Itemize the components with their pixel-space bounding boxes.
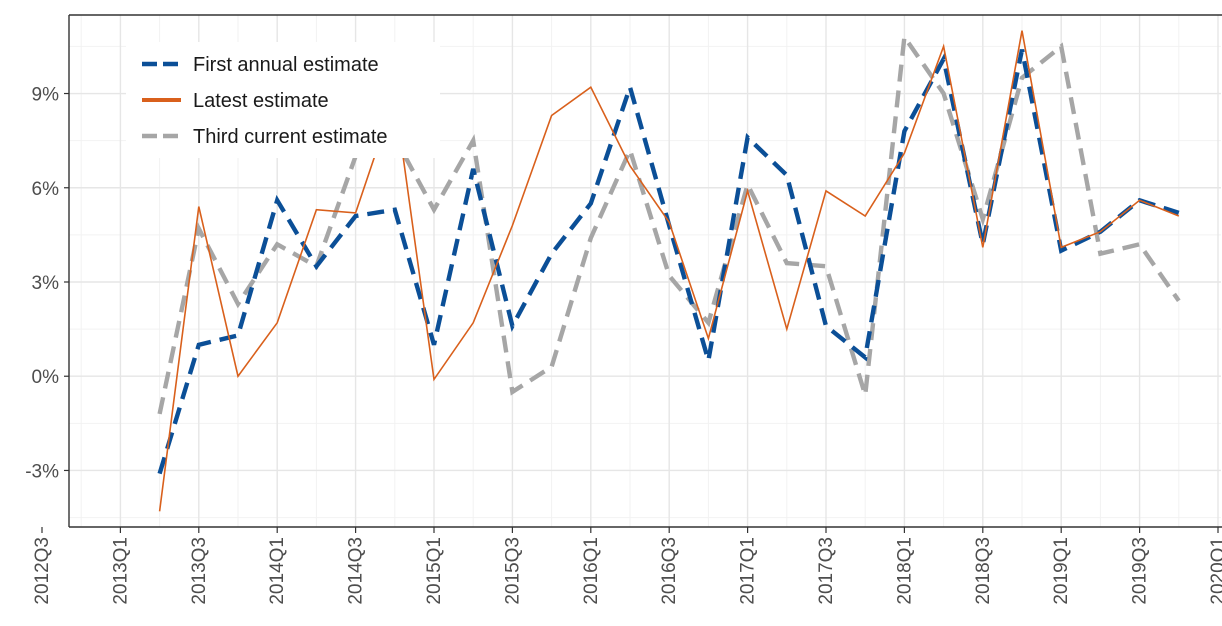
x-tick-label: 2015Q3 xyxy=(502,537,523,605)
x-tick-label: 2015Q1 xyxy=(424,537,445,605)
x-tick-label: 2019Q1 xyxy=(1051,537,1072,605)
x-tick-label: 2016Q3 xyxy=(659,537,680,605)
x-tick-label: 2020Q1 xyxy=(1208,537,1222,605)
series-lines xyxy=(157,30,1181,512)
y-axis: -3% 0% 3% 6% 9% xyxy=(25,85,69,482)
x-tick-label: 2016Q1 xyxy=(581,537,602,605)
y-tick-label: 6% xyxy=(32,179,60,200)
y-tick-label: 0% xyxy=(32,367,60,388)
x-tick-label: 2017Q3 xyxy=(816,537,837,605)
x-tick-label: 2013Q3 xyxy=(189,537,210,605)
y-tick-label: -3% xyxy=(25,461,59,482)
x-tick-label: 2017Q1 xyxy=(738,537,759,605)
y-tick-label: 3% xyxy=(32,273,60,294)
series-line-latest-estimate xyxy=(158,30,1180,512)
x-axis: 2012Q3 2013Q1 2013Q3 2014Q1 2014Q3 2015Q1 2015… xyxy=(32,527,1222,605)
x-tick-label: 2012Q3 xyxy=(32,537,53,605)
legend-label: Latest estimate xyxy=(193,90,329,112)
legend: First annual estimate Latest estimate Thir… xyxy=(126,42,440,158)
x-tick-label: 2014Q1 xyxy=(267,537,288,605)
y-tick-label: 9% xyxy=(32,85,60,106)
x-tick-label: 2019Q3 xyxy=(1130,537,1151,605)
panel-border xyxy=(68,14,1222,528)
x-tick-label: 2014Q3 xyxy=(346,537,367,605)
x-tick-label: 2013Q1 xyxy=(110,537,131,605)
legend-label: Third current estimate xyxy=(193,126,388,148)
x-tick-label: 2018Q3 xyxy=(973,537,994,605)
x-tick-label: 2018Q1 xyxy=(894,537,915,605)
legend-label: First annual estimate xyxy=(193,54,379,76)
series-line-first-annual-estimate xyxy=(157,49,1180,475)
